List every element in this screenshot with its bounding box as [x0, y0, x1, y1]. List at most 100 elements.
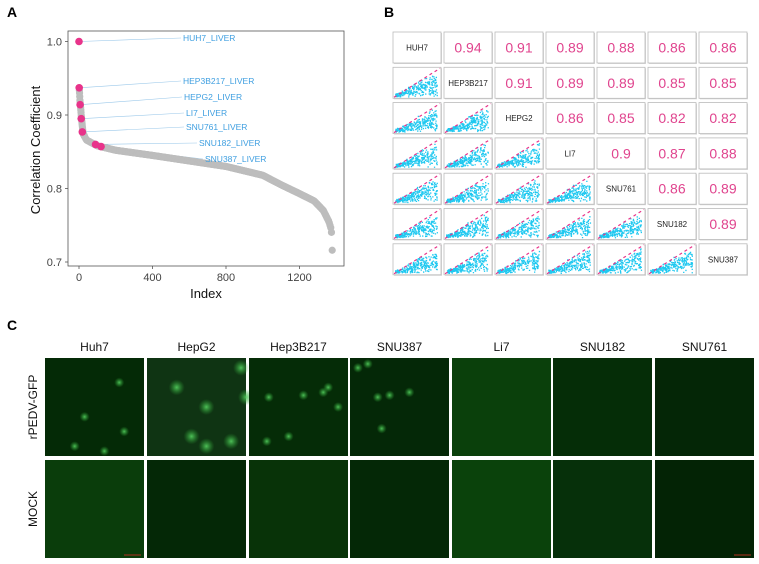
point-label: LI7_LIVER — [186, 108, 227, 118]
image-background — [452, 358, 551, 456]
matrix-cell-scatter — [392, 102, 442, 135]
correlation-value: 0.94 — [454, 40, 481, 56]
gfp-signal — [261, 436, 272, 447]
image-background — [655, 460, 754, 558]
scatter-points — [497, 180, 540, 204]
cell-name-label: SNU761 — [606, 185, 637, 194]
image-background — [45, 460, 144, 558]
matrix-cell-value: 0.94 — [443, 31, 493, 64]
cell-frame — [545, 137, 595, 170]
matrix-cell-name: LI7 — [545, 137, 595, 170]
matrix-cell-scatter — [392, 208, 442, 241]
fluorescence-image — [147, 460, 246, 558]
gfp-signal — [298, 390, 309, 401]
cell-frame — [698, 137, 748, 170]
correlation-value: 0.82 — [658, 110, 685, 126]
gfp-signal — [183, 428, 200, 445]
x-tick-label: 0 — [76, 272, 82, 284]
cell-frame — [443, 66, 493, 99]
matrix-cell-value: 0.85 — [596, 102, 646, 135]
gfp-signal — [198, 438, 215, 455]
fluorescence-image — [553, 358, 652, 456]
column-header: Hep3B217 — [270, 340, 327, 354]
y-tick-label: 0.8 — [47, 184, 62, 196]
fluorescence-image — [147, 358, 254, 456]
cell-frame — [596, 66, 646, 99]
matrix-cell-scatter — [545, 172, 595, 206]
highlighted-point — [78, 128, 87, 136]
gfp-signal — [404, 387, 415, 398]
fluorescence-image — [452, 460, 551, 558]
x-axis-title: Index — [190, 286, 222, 301]
matrix-cell-value: 0.86 — [545, 102, 595, 135]
point-label: HUH7_LIVER — [183, 33, 235, 43]
fluorescence-image — [350, 358, 449, 456]
matrix-cell-scatter — [443, 243, 493, 276]
matrix-cell-name: SNU182 — [647, 208, 697, 241]
matrix-cell-value: 0.89 — [698, 208, 748, 241]
matrix-cell-value: 0.89 — [698, 172, 748, 206]
correlation-value: 0.86 — [556, 110, 583, 126]
image-background — [45, 358, 144, 456]
correlation-value: 0.89 — [607, 75, 634, 91]
matrix-cell-scatter — [443, 102, 493, 135]
cell-frame — [698, 102, 748, 134]
gfp-signal — [333, 402, 344, 412]
gfp-signal — [79, 411, 90, 422]
correlation-value: 0.89 — [709, 181, 736, 197]
image-background — [350, 358, 449, 456]
matrix-cell-value: 0.88 — [698, 137, 748, 170]
scatter-points — [446, 110, 489, 133]
fluorescence-image-grid: Huh7 HepG2 Hep3B217 SNU387 Li7 SNU182 SNU761 rP… — [26, 340, 754, 558]
matrix-cell-scatter — [494, 137, 544, 170]
label-leader-line — [80, 96, 183, 106]
matrix-cell-scatter — [494, 243, 544, 276]
matrix-cell-scatter — [647, 243, 697, 276]
cell-frame — [647, 208, 697, 240]
scatter-points — [497, 250, 541, 275]
fluorescence-image — [350, 460, 449, 558]
matrix-cell-value: 0.85 — [647, 66, 697, 100]
point-label: HEP3B217_LIVER — [183, 76, 254, 86]
matrix-cell-scatter — [443, 208, 493, 241]
column-header: Huh7 — [80, 340, 109, 354]
scatter-points — [446, 182, 490, 204]
correlation-index-plot: HUH7_LIVER HEP3B217_LIVER HEPG2_LIVER LI7_L… — [28, 30, 345, 301]
highlighted-point — [77, 114, 86, 123]
gfp-signal — [99, 446, 110, 457]
matrix-cell-scatter — [494, 172, 544, 206]
scatter-points — [395, 75, 438, 98]
scatter-points — [446, 214, 489, 239]
correlation-value: 0.82 — [709, 110, 736, 126]
cell-frame — [647, 137, 697, 170]
x-tick-label: 400 — [143, 272, 161, 284]
gfp-signal — [119, 426, 130, 437]
cell-frame — [596, 31, 646, 64]
image-background — [553, 358, 652, 456]
y-axis-title: Correlation Coefficient — [28, 85, 43, 214]
matrix-cell-value: 0.91 — [494, 66, 544, 100]
column-header: SNU761 — [682, 340, 728, 354]
cell-frame — [392, 31, 442, 64]
matrix-cell-scatter — [545, 208, 595, 241]
matrix-cell-scatter — [494, 208, 544, 241]
correlation-value: 0.91 — [505, 40, 532, 56]
gfp-signal — [384, 390, 395, 401]
matrix-cell-value: 0.86 — [647, 172, 697, 206]
scatter-points — [548, 250, 591, 274]
gfp-signal — [263, 392, 274, 403]
row-label: MOCK — [26, 491, 40, 527]
point-label: SNU387_LIVER — [205, 154, 266, 164]
matrix-cell-name: HEP3B217 — [443, 66, 493, 100]
matrix-cell-value: 0.91 — [494, 31, 544, 64]
cell-name-label: HEPG2 — [505, 114, 533, 123]
matrix-cell-scatter — [392, 137, 442, 170]
matrix-cell-scatter — [545, 243, 595, 276]
correlation-value: 0.85 — [658, 75, 685, 91]
matrix-cell-name: HEPG2 — [494, 102, 544, 135]
fluorescence-image — [553, 460, 652, 558]
cell-frame — [494, 31, 544, 64]
matrix-cell-value: 0.86 — [698, 31, 748, 64]
cell-frame — [545, 31, 595, 64]
